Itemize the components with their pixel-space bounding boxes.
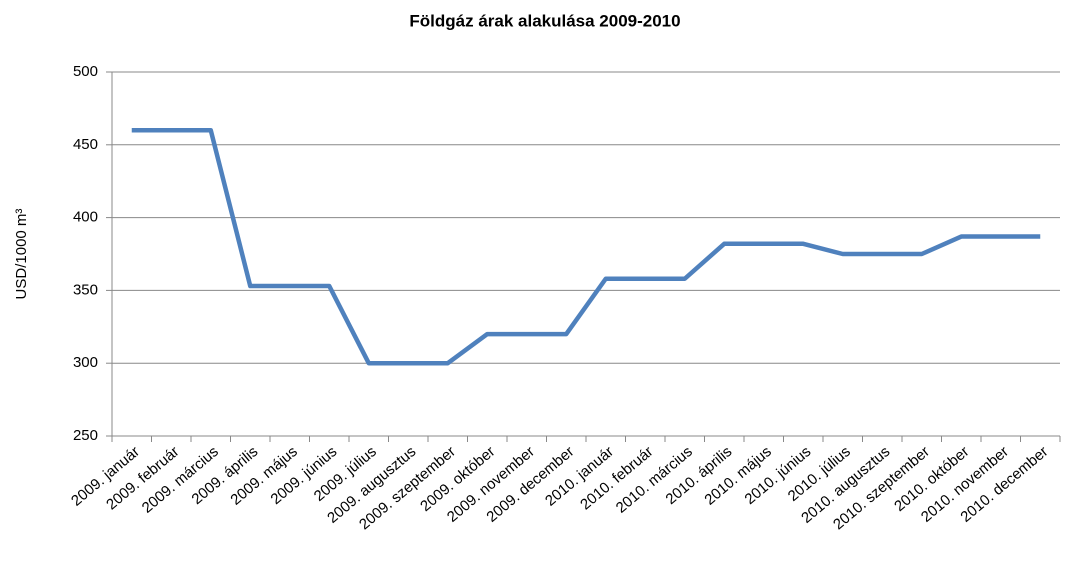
y-tick-label: 500 xyxy=(73,63,98,80)
y-tick-label: 300 xyxy=(73,354,98,371)
chart-title: Földgáz árak alakulása 2009-2010 xyxy=(409,11,680,30)
y-tick-label: 450 xyxy=(73,136,98,153)
y-tick-label: 350 xyxy=(73,281,98,298)
line-series xyxy=(131,127,1041,366)
y-tick-label: 250 xyxy=(73,427,98,444)
y-axis-label: USD/1000 m³ xyxy=(13,209,30,300)
y-tick-label: 400 xyxy=(73,209,98,226)
